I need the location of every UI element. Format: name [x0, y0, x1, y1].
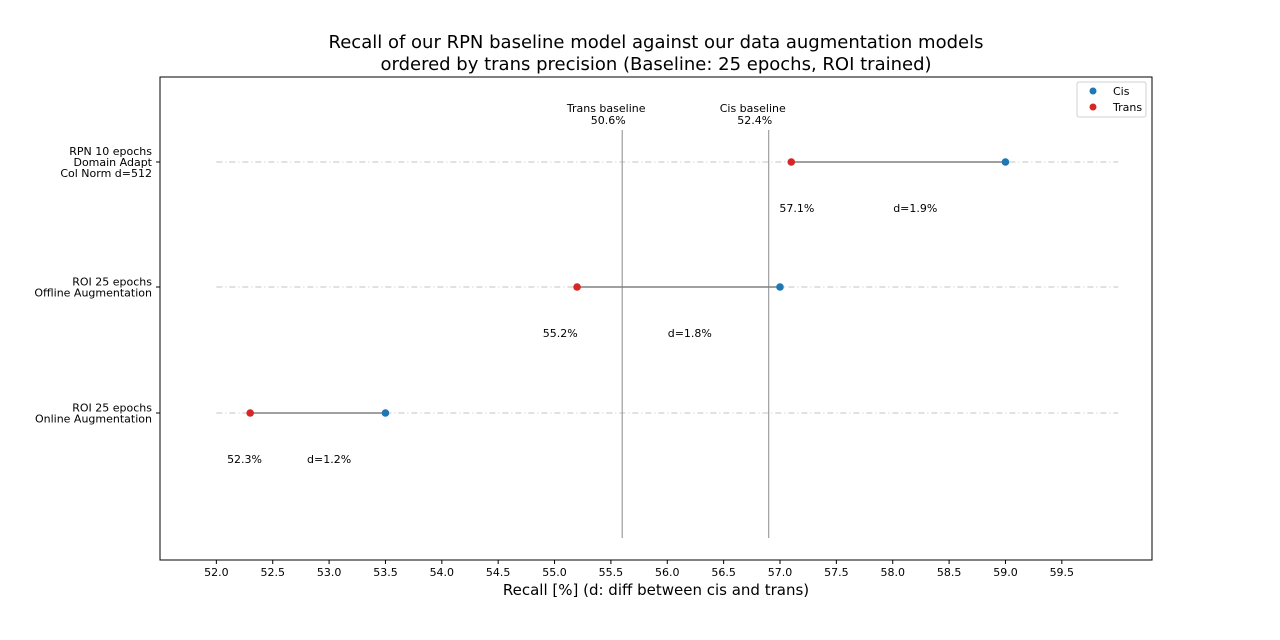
cis-point: [381, 409, 390, 417]
x-tick-label: 59.0: [993, 566, 1018, 579]
baseline-value: 50.6%: [591, 114, 626, 127]
x-tick-label: 54.0: [430, 566, 455, 579]
x-tick-label: 54.5: [486, 566, 511, 579]
trans-point: [246, 409, 254, 417]
legend-cis-marker: [1089, 87, 1097, 95]
baseline-value: 52.4%: [737, 114, 772, 127]
trans-value-label: 52.3%: [227, 453, 262, 466]
trans-point: [787, 158, 796, 166]
baseline-label: Trans baseline: [566, 102, 646, 115]
legend-cis-label: Cis: [1113, 85, 1130, 98]
row-label: RPN 10 epochs: [69, 145, 152, 158]
row-label: Online Augmentation: [35, 413, 152, 426]
chart-title-line-1: Recall of our RPN baseline model against…: [329, 32, 984, 53]
legend-trans-label: Trans: [1112, 101, 1142, 114]
row-label: Domain Adapt: [73, 156, 152, 169]
trans-point: [573, 283, 581, 291]
x-axis-label: Recall [%] (d: diff between cis and tran…: [503, 581, 809, 599]
trans-value-label: 57.1%: [779, 202, 814, 215]
x-tick-label: 52.0: [204, 566, 229, 579]
x-axis-ticks: 52.0 52.5 53.0 53.5 54.0 54.5 55.0 55.5 56.0 56.5…: [204, 560, 1074, 579]
baseline-label: Cis baseline: [720, 102, 786, 115]
x-tick-label: 53.0: [317, 566, 342, 579]
x-tick-label: 56.0: [655, 566, 680, 579]
x-tick-label: 55.0: [542, 566, 567, 579]
x-tick-label: 53.5: [373, 566, 398, 579]
row-label: ROI 25 epochs: [72, 402, 152, 415]
x-tick-label: 59.5: [1050, 566, 1075, 579]
data-rows: 57.1% d=1.9% 55.2% d=1.8% 52.3% d=1.2%: [227, 158, 1010, 466]
x-tick-label: 57.0: [768, 566, 793, 579]
row-label: Offline Augmentation: [34, 287, 152, 300]
diff-label: d=1.2%: [307, 453, 351, 466]
row-label: Col Norm d=512: [60, 167, 152, 180]
diff-label: d=1.8%: [668, 327, 712, 340]
x-tick-label: 58.0: [880, 566, 905, 579]
diff-label: d=1.9%: [893, 202, 937, 215]
legend-trans-marker: [1089, 103, 1097, 111]
trans-value-label: 55.2%: [543, 327, 578, 340]
chart-title-line-2: ordered by trans precision (Baseline: 25…: [380, 54, 931, 75]
x-tick-label: 56.5: [711, 566, 736, 579]
x-tick-label: 55.5: [599, 566, 624, 579]
legend: Cis Trans: [1076, 81, 1147, 118]
plot-area: [159, 76, 1153, 561]
x-tick-label: 52.5: [260, 566, 285, 579]
x-tick-label: 57.5: [824, 566, 849, 579]
x-tick-label: 58.5: [937, 566, 962, 579]
row-label: ROI 25 epochs: [72, 276, 152, 289]
cis-point: [1001, 158, 1010, 166]
cis-point: [776, 283, 784, 291]
